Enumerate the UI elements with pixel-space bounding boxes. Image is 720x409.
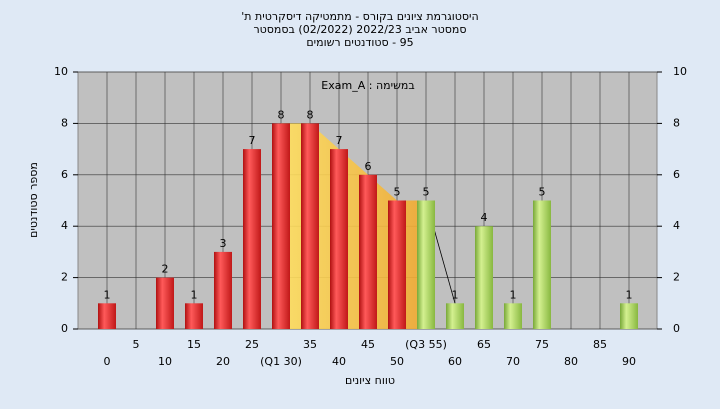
x-tick-label: 45 [361, 338, 375, 351]
data-label: 1 [510, 288, 517, 301]
data-label: 4 [481, 211, 488, 224]
y-tick-label: 2 [61, 271, 68, 284]
y-tick-label: 6 [61, 168, 68, 181]
x-tick-label: (Q1 30) [260, 355, 302, 368]
y-tick-label: 0 [61, 322, 68, 335]
chart-subtitle: סמסטר אביב 2022/23 (02/2022) בסמסטר [253, 23, 466, 36]
plot-layer [78, 71, 657, 330]
data-label: 7 [336, 134, 343, 147]
data-label: 8 [278, 108, 285, 121]
bar [185, 303, 203, 329]
y2-tick-label: 10 [673, 65, 687, 78]
data-label: 7 [249, 134, 256, 147]
bar [330, 149, 348, 329]
bar [504, 303, 522, 329]
x-tick-label: 0 [104, 355, 111, 368]
x-tick-label: 65 [477, 338, 491, 351]
bar [359, 174, 377, 329]
y-tick-label: 8 [61, 116, 68, 129]
bar [475, 226, 493, 329]
x-tick-label: 90 [622, 355, 636, 368]
y2-tick-label: 0 [673, 322, 680, 335]
data-label: 8 [307, 108, 314, 121]
x-axis-label: טווח ציונים [345, 374, 395, 387]
bar [243, 149, 261, 329]
y-tick-label: 10 [54, 65, 68, 78]
data-label: 1 [104, 288, 111, 301]
x-tick-label: 40 [332, 355, 346, 368]
bar [156, 277, 174, 329]
x-tick-label: 85 [593, 338, 607, 351]
bar [301, 123, 319, 330]
x-tick-label: (Q3 55) [405, 338, 447, 351]
data-label: 3 [220, 237, 227, 250]
y2-tick-label: 8 [673, 116, 680, 129]
chart-title: היסטוגרמת ציונים בקורס - מתמטיקה דיסקרטי… [241, 10, 478, 23]
bar [98, 303, 116, 329]
y2-tick-label: 6 [673, 168, 680, 181]
bar [214, 251, 232, 329]
data-label: 5 [423, 186, 430, 199]
x-tick-label: 5 [133, 338, 140, 351]
annotation: במשימה : Exam_A [321, 79, 414, 92]
bar [446, 303, 464, 329]
data-label: 6 [365, 160, 372, 173]
x-tick-label: 10 [158, 355, 172, 368]
x-tick-label: 60 [448, 355, 462, 368]
data-label: 1 [626, 288, 633, 301]
chart-subtitle: 95 - סטודנטים רשומים [306, 36, 413, 49]
x-tick-label: 20 [216, 355, 230, 368]
bar [417, 200, 435, 329]
y-tick-label: 4 [61, 219, 68, 232]
x-tick-label: 35 [303, 338, 317, 351]
x-tick-label: 15 [187, 338, 201, 351]
data-label: 5 [394, 186, 401, 199]
y-axis-label: מספר סטודנטים [27, 162, 40, 238]
bar [533, 200, 551, 329]
data-label: 5 [539, 186, 546, 199]
data-label: 1 [452, 288, 459, 301]
x-tick-label: 70 [506, 355, 520, 368]
data-label: 2 [162, 263, 169, 276]
y2-tick-label: 2 [673, 271, 680, 284]
y2-tick-label: 4 [673, 219, 680, 232]
x-tick-label: 75 [535, 338, 549, 351]
x-tick-label: 80 [564, 355, 578, 368]
data-label: 1 [191, 288, 198, 301]
bar [388, 200, 406, 329]
bar [272, 123, 290, 330]
bar [620, 303, 638, 329]
x-tick-label: 25 [245, 338, 259, 351]
x-tick-label: 50 [390, 355, 404, 368]
